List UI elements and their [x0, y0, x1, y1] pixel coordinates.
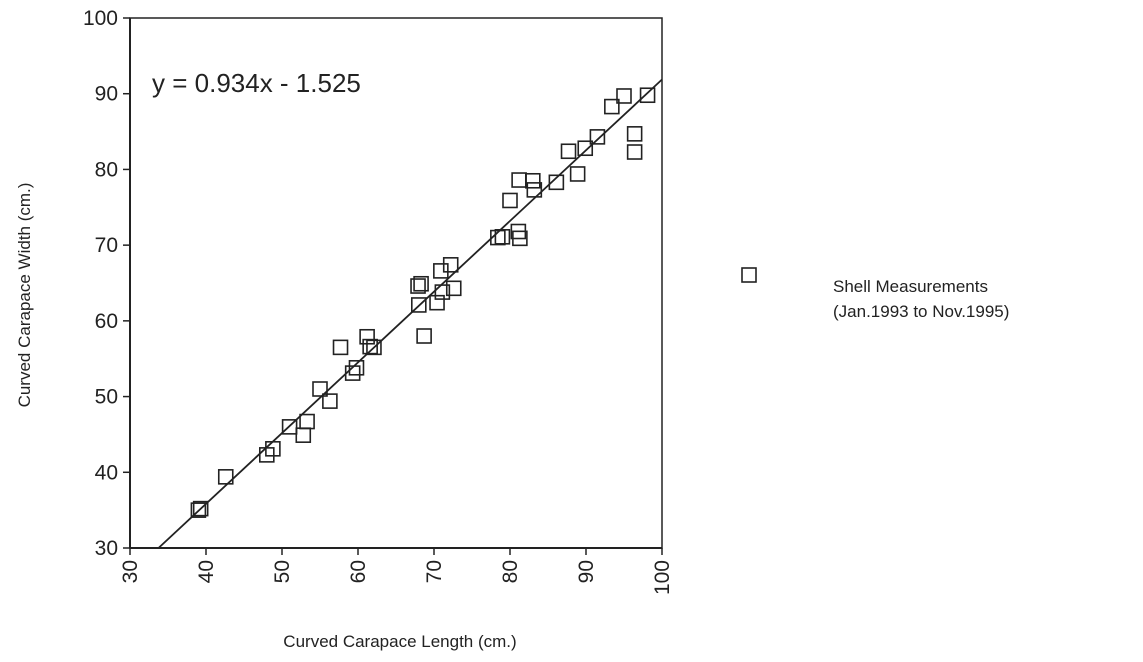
data-point — [569, 166, 586, 182]
y-axis-title: Curved Carapace Width (cm.) — [15, 183, 34, 408]
y-tick-label: 80 — [95, 158, 118, 181]
data-point — [258, 447, 275, 463]
data-point — [332, 339, 349, 356]
data-point — [366, 339, 382, 356]
x-tick-label: 30 — [119, 560, 142, 583]
data-point — [429, 294, 445, 311]
y-tick-label: 70 — [95, 234, 118, 257]
data-point — [626, 126, 643, 142]
tick-group: 30 40 50 60 70 80 90 100 30 40 50 60 70 80 90 100 — [83, 7, 674, 595]
y-tick-label: 30 — [95, 537, 118, 560]
y-tick-label: 40 — [95, 461, 118, 484]
legend-marker — [741, 267, 757, 283]
trendline-group — [157, 78, 663, 549]
trendline — [157, 78, 663, 549]
data-point — [639, 87, 656, 104]
axes — [129, 17, 663, 549]
data-point — [410, 278, 426, 294]
data-point — [626, 144, 643, 160]
x-tick-label: 60 — [347, 560, 370, 583]
x-tick-label: 70 — [423, 560, 446, 583]
data-point — [502, 192, 518, 209]
data-point — [616, 88, 632, 104]
y-tick-label: 100 — [83, 7, 118, 30]
data-point — [434, 284, 451, 300]
y-tick-label: 50 — [95, 386, 118, 409]
x-axis-title: Curved Carapace Length (cm.) — [283, 632, 516, 651]
data-point — [512, 230, 528, 247]
data-point — [433, 263, 449, 279]
x-tick-label: 100 — [651, 560, 674, 595]
data-point — [560, 143, 577, 160]
data-point — [511, 172, 527, 188]
data-point — [589, 129, 606, 145]
data-point — [295, 427, 312, 443]
data-point — [526, 182, 543, 198]
points-group — [190, 87, 656, 518]
data-point — [494, 229, 511, 245]
data-point — [322, 393, 338, 409]
data-point — [442, 257, 459, 273]
data-point — [190, 502, 207, 518]
legend-label-line1: Shell Measurements — [833, 277, 988, 296]
data-point — [281, 419, 298, 435]
x-tick-label: 90 — [575, 560, 598, 583]
data-point — [312, 381, 328, 397]
x-tick-label: 40 — [195, 560, 218, 583]
data-point — [344, 365, 361, 381]
legend: Shell Measurements (Jan.1993 to Nov.1995… — [741, 267, 1009, 321]
y-tick-label: 90 — [95, 83, 118, 106]
x-tick-label: 80 — [499, 560, 522, 583]
legend-label-line2: (Jan.1993 to Nov.1995) — [833, 302, 1009, 321]
data-point — [604, 98, 620, 115]
regression-equation: y = 0.934x - 1.525 — [152, 68, 361, 98]
data-point — [217, 469, 234, 485]
data-point — [416, 328, 432, 344]
data-point — [410, 297, 427, 313]
data-point — [524, 172, 541, 189]
data-point — [265, 441, 281, 457]
data-point — [348, 359, 365, 376]
data-point — [299, 413, 315, 430]
y-tick-label: 60 — [95, 310, 118, 333]
data-point — [192, 500, 209, 517]
data-point — [445, 280, 462, 297]
data-point — [577, 140, 594, 157]
data-point — [413, 275, 429, 292]
data-point — [548, 174, 565, 191]
x-tick-label: 50 — [271, 560, 294, 583]
